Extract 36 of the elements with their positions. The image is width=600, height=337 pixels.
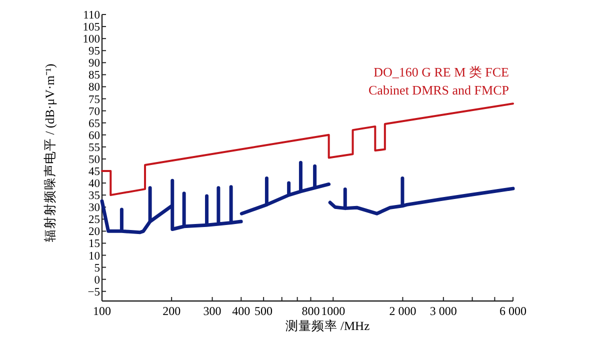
y-tick-label: −5 <box>88 286 100 298</box>
y-tick-label: 15 <box>88 238 100 250</box>
y-tick-label: 80 <box>88 82 100 94</box>
y-tick-label: 95 <box>88 46 100 58</box>
y-tick-label: 35 <box>88 190 100 202</box>
y-tick-label: 110 <box>83 10 100 22</box>
y-tick-label: 75 <box>88 94 100 106</box>
y-tick-label: 60 <box>88 130 100 142</box>
x-tick-label: 800 <box>302 304 320 318</box>
x-tick-label: 6 000 <box>500 304 526 318</box>
y-tick-label: 85 <box>88 70 100 82</box>
y-tick-label: 25 <box>88 214 100 226</box>
y-tick-label: 50 <box>88 154 100 166</box>
y-tick-label: 45 <box>88 166 100 178</box>
y-tick-label: 20 <box>88 226 100 238</box>
x-tick-label: 300 <box>203 304 222 318</box>
x-axis-title: 测量频率 /MHz <box>285 318 370 333</box>
x-tick-label: 1000 <box>321 304 346 318</box>
y-axis-title: 辐射射频噪声电平 / (dB·μV·m⁻¹) <box>43 64 57 242</box>
y-tick-label: 65 <box>88 118 100 130</box>
y-tick-label: 105 <box>82 22 100 34</box>
y-tick-label: 30 <box>88 202 100 214</box>
y-tick-label: 90 <box>88 58 100 70</box>
x-tick-label: 2 000 <box>389 304 416 318</box>
series-label: DO_160 G RE M 类 FCE Cabinet DMRS and FMCP <box>368 64 510 98</box>
y-tick-label: 55 <box>88 142 100 154</box>
y-tick-label: 70 <box>88 106 100 118</box>
x-tick-label: 200 <box>162 304 181 318</box>
y-tick-label: 100 <box>82 34 100 46</box>
x-tick-label: 3 000 <box>430 304 457 318</box>
x-tick-label: 400 <box>232 304 250 318</box>
y-tick-label: 0 <box>94 274 100 286</box>
y-tick-label: 40 <box>88 178 100 190</box>
y-tick-label: 5 <box>94 262 100 274</box>
y-tick-label: 10 <box>88 250 100 262</box>
x-tick-label: 500 <box>254 304 273 318</box>
